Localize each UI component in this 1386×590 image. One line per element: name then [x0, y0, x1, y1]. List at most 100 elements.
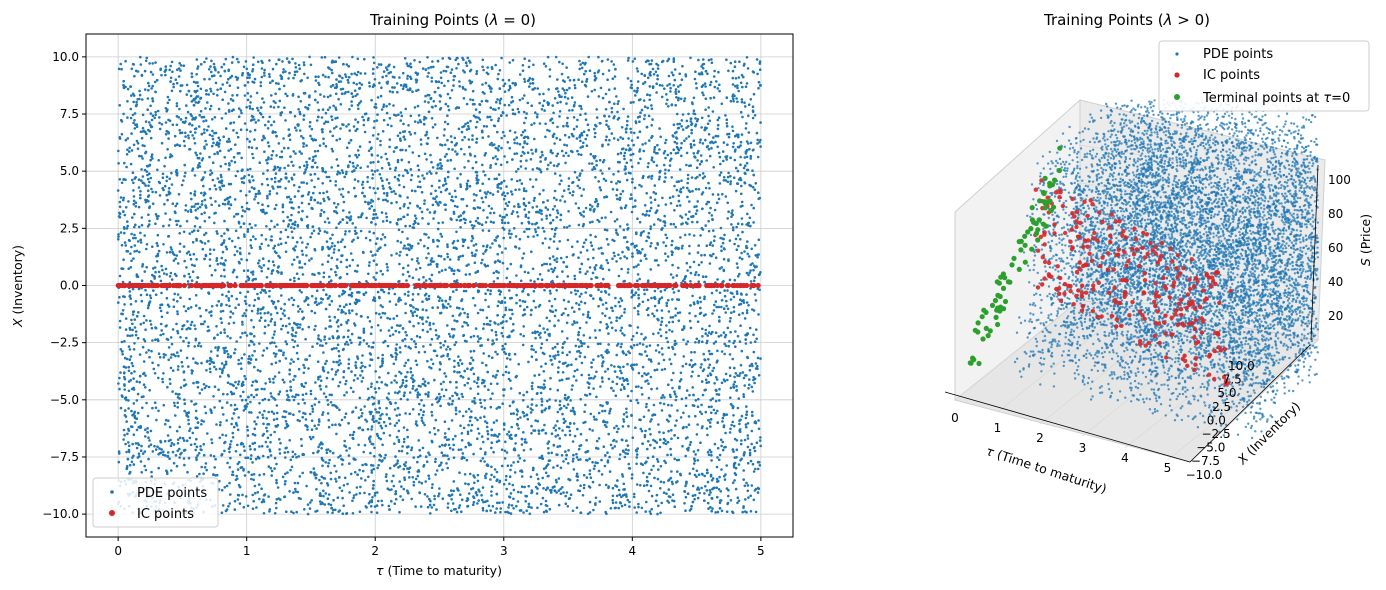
pde-point	[708, 381, 711, 384]
pde-point	[348, 129, 351, 132]
pde-point	[190, 115, 193, 118]
pde-point	[494, 239, 497, 242]
pde-point	[613, 427, 616, 430]
pde-point	[462, 212, 465, 215]
pde-point	[250, 394, 253, 397]
pde-point	[696, 338, 699, 341]
pde-point	[679, 84, 682, 87]
pde-point	[328, 337, 331, 340]
pde-point	[475, 220, 478, 223]
pde-point	[474, 261, 477, 264]
pde-point	[528, 228, 531, 231]
pde-point	[266, 347, 269, 350]
pde-point	[279, 442, 282, 445]
pde-point	[146, 427, 149, 430]
pde-point	[451, 419, 454, 422]
pde-point	[543, 511, 546, 514]
pde-point	[346, 266, 349, 269]
pde-point	[445, 375, 448, 378]
pde-point	[753, 447, 756, 450]
pde-point	[667, 341, 670, 344]
pde-point	[297, 305, 300, 308]
pde-point	[687, 218, 690, 221]
pde-point	[328, 198, 331, 201]
pde-point	[191, 205, 194, 208]
pde-point	[264, 326, 267, 329]
pde-point	[255, 121, 258, 124]
pde-point	[489, 166, 492, 169]
pde-point	[240, 112, 243, 115]
pde-point	[583, 73, 586, 76]
pde-point	[205, 462, 208, 465]
pde-point	[331, 234, 334, 237]
pde-point	[684, 485, 687, 488]
pde-point	[535, 351, 538, 354]
pde-point	[713, 309, 716, 312]
pde-point	[119, 213, 122, 216]
pde-point	[643, 74, 646, 77]
pde-point	[613, 252, 616, 255]
pde-point	[615, 354, 618, 357]
pde-point	[467, 316, 470, 319]
pde-point	[241, 494, 244, 497]
pde-point	[485, 249, 488, 252]
pde-point	[561, 413, 564, 416]
pde-point	[365, 237, 368, 240]
pde-point	[290, 358, 293, 361]
pde-point	[612, 188, 615, 191]
pde-point	[446, 324, 449, 327]
pde-point	[258, 161, 261, 164]
pde-point	[451, 395, 454, 398]
pde-point	[283, 147, 286, 150]
pde-point	[209, 253, 212, 256]
pde-point	[598, 484, 601, 487]
pde-point	[254, 78, 257, 81]
pde-point	[404, 338, 407, 341]
pde-point	[380, 238, 383, 241]
pde-point	[503, 483, 506, 486]
pde-point	[339, 277, 342, 280]
pde-point	[698, 473, 701, 476]
pde-point	[573, 275, 576, 278]
pde-point	[737, 222, 740, 225]
pde-point	[710, 147, 713, 150]
pde-point	[652, 191, 655, 194]
pde-point	[425, 297, 428, 300]
pde-point	[217, 177, 220, 180]
pde-point	[249, 223, 252, 226]
pde-point	[719, 267, 722, 270]
pde-point	[564, 200, 567, 203]
pde-point	[486, 430, 489, 433]
pde-point	[601, 473, 604, 476]
pde-point	[252, 68, 255, 71]
pde-point	[614, 75, 617, 78]
pde-point	[553, 444, 556, 447]
pde-point	[623, 483, 626, 486]
pde-point	[660, 465, 663, 468]
pde-point	[726, 118, 729, 121]
pde-point	[719, 174, 722, 177]
pde-point	[656, 144, 659, 147]
pde-point	[372, 187, 375, 190]
pde-point	[661, 347, 664, 350]
pde-point	[220, 66, 223, 69]
pde-point	[688, 135, 691, 138]
pde-point	[736, 292, 739, 295]
pde-point	[314, 75, 317, 78]
pde-point	[590, 476, 593, 479]
pde-point	[508, 504, 511, 507]
pde-point	[486, 426, 489, 429]
pde-point	[429, 322, 432, 325]
pde-point	[629, 198, 632, 201]
pde-point	[229, 457, 232, 460]
pde-point	[363, 119, 366, 122]
pde-point	[708, 406, 711, 409]
pde-point	[335, 125, 338, 128]
pde-point	[127, 407, 130, 410]
pde-point	[597, 180, 600, 183]
pde-point	[183, 231, 186, 234]
pde-point	[431, 403, 434, 406]
pde-point	[626, 241, 629, 244]
pde-point	[433, 427, 436, 430]
pde-point	[608, 269, 611, 272]
